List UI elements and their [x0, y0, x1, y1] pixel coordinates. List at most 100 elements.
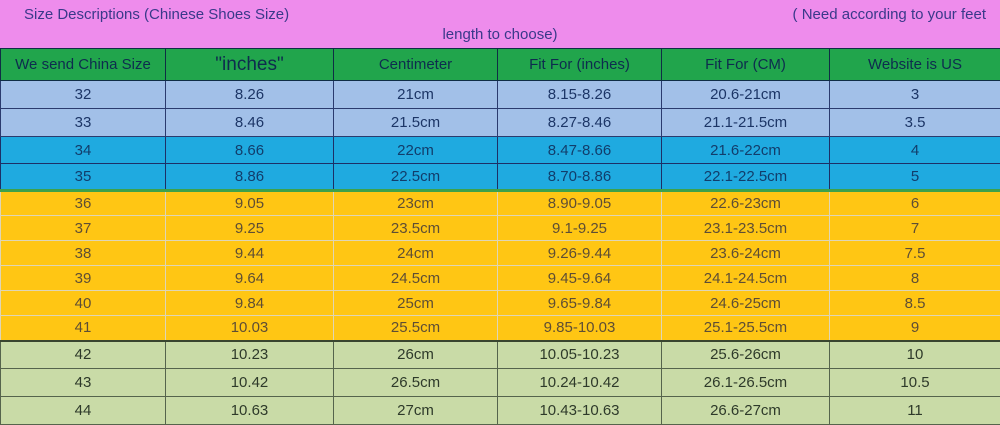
cell: 3.5 — [829, 108, 1000, 137]
table-row: 35 8.86 22.5cm 8.70-8.86 22.1-22.5cm 5 — [0, 163, 1000, 191]
cell: 26.1-26.5cm — [661, 368, 830, 397]
cell: 9.65-9.84 — [497, 290, 662, 316]
cell: 26.6-27cm — [661, 396, 830, 425]
cell: 38 — [0, 240, 166, 266]
cell: 35 — [0, 163, 166, 191]
cell: 26cm — [333, 339, 498, 369]
cell: 8.15-8.26 — [497, 80, 662, 109]
cell: 40 — [0, 290, 166, 316]
cell: 27cm — [333, 396, 498, 425]
size-table-header-row: We send China Size "inches" Centimeter Fit … — [0, 48, 1000, 81]
cell: 33 — [0, 108, 166, 137]
cell: 20.6-21cm — [661, 80, 830, 109]
cell: 8.86 — [165, 163, 334, 191]
cell: 9.44 — [165, 240, 334, 266]
cell: 10.23 — [165, 339, 334, 369]
cell: 24cm — [333, 240, 498, 266]
cell: 8.66 — [165, 136, 334, 164]
cell: 10.5 — [829, 368, 1000, 397]
cell: 43 — [0, 368, 166, 397]
cell: 32 — [0, 80, 166, 109]
cell: 21.1-21.5cm — [661, 108, 830, 137]
cell: 36 — [0, 189, 166, 216]
cell: 9 — [829, 315, 1000, 341]
table-row: 33 8.46 21.5cm 8.27-8.46 21.1-21.5cm 3.5 — [0, 108, 1000, 137]
cell: 7.5 — [829, 240, 1000, 266]
cell: 22.6-23cm — [661, 189, 830, 216]
size-table: We send China Size "inches" Centimeter Fit … — [0, 48, 1000, 425]
cell: 9.45-9.64 — [497, 265, 662, 291]
cell: 8.26 — [165, 80, 334, 109]
table-row: 43 10.42 26.5cm 10.24-10.42 26.1-26.5cm 10.5 — [0, 368, 1000, 397]
cell: 9.64 — [165, 265, 334, 291]
cell: 25cm — [333, 290, 498, 316]
cell: 10.63 — [165, 396, 334, 425]
cell: 8.47-8.66 — [497, 136, 662, 164]
table-row: 34 8.66 22cm 8.47-8.66 21.6-22cm 4 — [0, 136, 1000, 164]
cell: 8.70-8.86 — [497, 163, 662, 191]
table-row: 39 9.64 24.5cm 9.45-9.64 24.1-24.5cm 8 — [0, 265, 1000, 291]
table-row: 37 9.25 23.5cm 9.1-9.25 23.1-23.5cm 7 — [0, 215, 1000, 241]
column-header: Centimeter — [333, 48, 498, 81]
cell: 25.1-25.5cm — [661, 315, 830, 341]
cell: 24.5cm — [333, 265, 498, 291]
cell: 39 — [0, 265, 166, 291]
cell: 8.5 — [829, 290, 1000, 316]
cell: 9.85-10.03 — [497, 315, 662, 341]
banner-title: Size Descriptions (Chinese Shoes Size) — [24, 6, 290, 23]
table-row: 42 10.23 26cm 10.05-10.23 25.6-26cm 10 — [0, 339, 1000, 369]
cell: 6 — [829, 189, 1000, 216]
column-header: Fit For (CM) — [661, 48, 830, 81]
banner: Size Descriptions (Chinese Shoes Size) (… — [0, 0, 1000, 48]
cell: 42 — [0, 339, 166, 369]
cell: 23cm — [333, 189, 498, 216]
cell: 8 — [829, 265, 1000, 291]
cell: 9.84 — [165, 290, 334, 316]
column-header: Website is US — [829, 48, 1000, 81]
column-header: We send China Size — [0, 48, 166, 81]
table-row: 36 9.05 23cm 8.90-9.05 22.6-23cm 6 — [0, 189, 1000, 216]
cell: 24.6-25cm — [661, 290, 830, 316]
cell: 22.1-22.5cm — [661, 163, 830, 191]
cell: 10.03 — [165, 315, 334, 341]
cell: 23.1-23.5cm — [661, 215, 830, 241]
cell: 8.46 — [165, 108, 334, 137]
size-table-body: 32 8.26 21cm 8.15-8.26 20.6-21cm 3 33 8.46 21.5c… — [0, 80, 1000, 425]
cell: 4 — [829, 136, 1000, 164]
cell: 10.42 — [165, 368, 334, 397]
banner-note-line2: length to choose) — [442, 26, 558, 43]
cell: 22cm — [333, 136, 498, 164]
cell: 26.5cm — [333, 368, 498, 397]
cell: 7 — [829, 215, 1000, 241]
cell: 10.24-10.42 — [497, 368, 662, 397]
cell: 23.5cm — [333, 215, 498, 241]
cell: 21.6-22cm — [661, 136, 830, 164]
cell: 9.1-9.25 — [497, 215, 662, 241]
cell: 21.5cm — [333, 108, 498, 137]
cell: 44 — [0, 396, 166, 425]
column-header: "inches" — [165, 48, 334, 81]
cell: 10.43-10.63 — [497, 396, 662, 425]
cell: 25.5cm — [333, 315, 498, 341]
cell: 21cm — [333, 80, 498, 109]
cell: 9.26-9.44 — [497, 240, 662, 266]
cell: 24.1-24.5cm — [661, 265, 830, 291]
cell: 11 — [829, 396, 1000, 425]
cell: 9.25 — [165, 215, 334, 241]
cell: 10 — [829, 339, 1000, 369]
cell: 8.90-9.05 — [497, 189, 662, 216]
table-row: 41 10.03 25.5cm 9.85-10.03 25.1-25.5cm 9 — [0, 315, 1000, 341]
table-row: 38 9.44 24cm 9.26-9.44 23.6-24cm 7.5 — [0, 240, 1000, 266]
cell: 10.05-10.23 — [497, 339, 662, 369]
cell: 5 — [829, 163, 1000, 191]
cell: 41 — [0, 315, 166, 341]
table-row: 44 10.63 27cm 10.43-10.63 26.6-27cm 11 — [0, 396, 1000, 425]
cell: 8.27-8.46 — [497, 108, 662, 137]
banner-note-right: ( Need according to your feet — [792, 6, 986, 23]
cell: 25.6-26cm — [661, 339, 830, 369]
cell: 37 — [0, 215, 166, 241]
cell: 9.05 — [165, 189, 334, 216]
cell: 34 — [0, 136, 166, 164]
column-header: Fit For (inches) — [497, 48, 662, 81]
